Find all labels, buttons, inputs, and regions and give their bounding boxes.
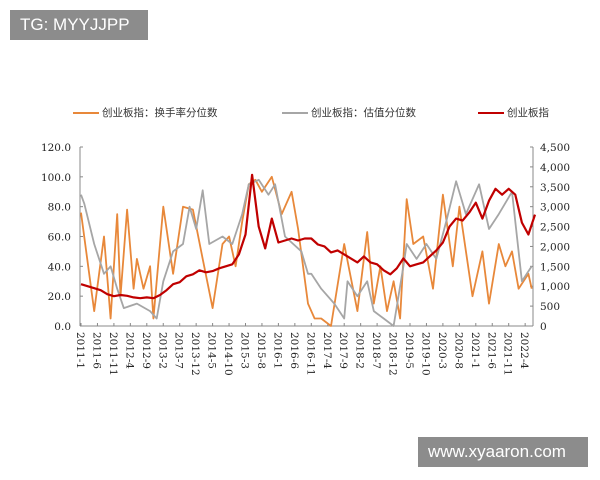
- right-tick-label: 3,500: [540, 182, 570, 194]
- legend-item-valuation: 创业板指：估值分位数: [282, 105, 416, 120]
- right-tick-label: 4,000: [540, 162, 570, 174]
- x-tick-label: 2016-11: [304, 332, 316, 376]
- legend-swatch-red: [478, 111, 504, 114]
- legend-swatch-gray: [282, 111, 308, 114]
- watermark-bottom-right: www.xyaaron.com: [418, 437, 588, 467]
- x-tick-label: 2011-11: [107, 332, 119, 376]
- x-tick-label: 2019-5: [403, 332, 415, 369]
- x-tick-label: 2013-2: [156, 332, 168, 369]
- x-tick-label: 2013-12: [189, 332, 201, 376]
- x-tick-label: 2020-8: [452, 332, 464, 369]
- series-line-0: [80, 175, 533, 327]
- x-tick-label: 2016-6: [288, 332, 300, 369]
- legend-label: 创业板指: [507, 107, 549, 119]
- x-tick-label: 2011-1: [74, 332, 86, 369]
- x-tick-label: 2018-2: [354, 332, 366, 369]
- x-tick-label: 2018-7: [370, 332, 382, 369]
- series-line-1: [80, 178, 533, 327]
- x-tick-label: 2018-12: [387, 332, 399, 376]
- left-tick-label: 0.0: [54, 321, 71, 333]
- right-tick-label: 1,000: [540, 281, 570, 293]
- x-tick-label: 2017-4: [321, 332, 333, 369]
- watermark-top-left: TG: MYYJJPP: [10, 10, 148, 40]
- legend-swatch-orange: [73, 111, 99, 114]
- x-tick-label: 2021-1: [469, 332, 481, 369]
- left-tick-label: 120.0: [41, 142, 71, 154]
- legend-item-turnover: 创业板指：换手率分位数: [73, 105, 218, 120]
- series-line-2: [80, 173, 537, 300]
- x-tick-label: 2014-10: [222, 332, 234, 376]
- x-tick-label: 2016-1: [271, 332, 283, 369]
- right-tick-label: 1,500: [540, 261, 570, 273]
- left-tick-label: 80.0: [48, 202, 71, 214]
- right-tick-label: 2,000: [540, 241, 570, 253]
- left-tick-label: 40.0: [48, 261, 71, 273]
- x-tick-label: 2015-8: [255, 332, 267, 369]
- x-tick-label: 2012-9: [140, 332, 152, 369]
- right-tick-label: 2,500: [540, 222, 570, 234]
- legend-label: 创业板指：换手率分位数: [102, 107, 218, 119]
- x-tick-label: 2014-5: [206, 332, 218, 369]
- x-tick-label: 2019-10: [419, 332, 431, 376]
- left-tick-label: 60.0: [48, 232, 71, 244]
- x-tick-label: 2020-3: [436, 332, 448, 369]
- x-tick-label: 2022-4: [518, 332, 530, 369]
- left-tick-label: 20.0: [48, 291, 71, 303]
- x-tick-label: 2013-7: [173, 332, 185, 369]
- x-tick-label: 2021-11: [502, 332, 514, 376]
- x-tick-label: 2011-6: [90, 332, 102, 369]
- legend-item-index: 创业板指: [478, 105, 549, 120]
- x-tick-label: 2021-6: [485, 332, 497, 369]
- right-tick-label: 3,000: [540, 202, 570, 214]
- x-tick-label: 2012-4: [123, 332, 135, 369]
- x-tick-label: 2015-3: [239, 332, 251, 369]
- legend-label: 创业板指：估值分位数: [311, 107, 416, 119]
- right-tick-label: 500: [540, 301, 560, 313]
- right-tick-label: 4,500: [540, 142, 570, 154]
- right-tick-label: 0: [540, 321, 547, 333]
- left-tick-label: 100.0: [41, 172, 71, 184]
- x-tick-label: 2017-9: [337, 332, 349, 369]
